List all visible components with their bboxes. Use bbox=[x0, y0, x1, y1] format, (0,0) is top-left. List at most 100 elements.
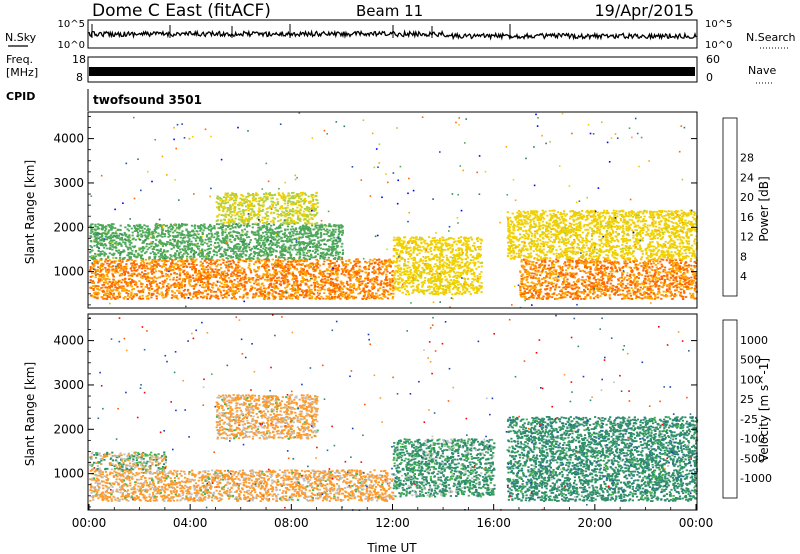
range-gate-cell bbox=[277, 264, 280, 266]
range-gate-cell bbox=[250, 285, 253, 288]
range-gate-cell bbox=[355, 288, 358, 290]
range-gate-cell bbox=[140, 235, 143, 238]
range-gate-cell bbox=[243, 245, 246, 248]
range-gate-cell bbox=[108, 285, 111, 288]
range-gate-cell bbox=[189, 266, 192, 269]
range-gate-cell bbox=[215, 296, 218, 299]
range-gate-cell bbox=[384, 279, 387, 281]
range-gate-cell bbox=[391, 274, 394, 277]
range-gate-cell bbox=[148, 263, 151, 266]
range-gate-cell bbox=[337, 269, 340, 272]
range-gate-cell bbox=[293, 289, 296, 292]
range-gate-cell bbox=[389, 284, 392, 287]
range-gate-cell bbox=[217, 227, 220, 229]
range-gate-cell bbox=[284, 207, 287, 210]
range-gate-cell bbox=[305, 252, 308, 255]
range-gate-cell bbox=[105, 290, 109, 292]
range-gate-cell bbox=[185, 229, 188, 232]
range-gate-cell bbox=[236, 277, 239, 280]
range-gate-cell bbox=[392, 287, 395, 290]
range-gate-cell bbox=[128, 243, 131, 246]
range-gate-cell bbox=[136, 286, 139, 288]
range-gate-cell bbox=[160, 228, 164, 231]
range-gate-cell bbox=[185, 255, 189, 258]
range-gate-cell bbox=[115, 247, 118, 249]
range-gate-cell bbox=[163, 281, 166, 284]
range-gate-cell bbox=[288, 264, 291, 267]
range-gate-cell bbox=[177, 260, 180, 263]
range-gate-cell bbox=[235, 269, 238, 271]
range-gate-cell bbox=[308, 258, 311, 261]
range-gate-cell bbox=[327, 269, 330, 271]
range-gate-cell bbox=[285, 273, 288, 275]
range-gate-cell bbox=[176, 265, 179, 267]
range-gate-cell bbox=[368, 292, 371, 294]
range-gate-cell bbox=[235, 291, 238, 294]
range-gate-cell bbox=[212, 249, 216, 252]
range-gate-cell bbox=[381, 293, 384, 295]
range-gate-cell bbox=[230, 216, 233, 218]
range-gate-cell bbox=[247, 220, 250, 223]
range-gate-cell bbox=[313, 234, 316, 237]
range-gate-cell bbox=[226, 257, 229, 260]
range-gate-cell bbox=[299, 208, 302, 211]
range-gate-cell bbox=[299, 212, 302, 215]
range-gate-cell bbox=[208, 240, 211, 243]
range-gate-cell bbox=[291, 264, 294, 266]
range-gate-cell bbox=[101, 224, 104, 227]
range-gate-cell bbox=[150, 285, 153, 288]
range-gate-cell bbox=[358, 269, 361, 272]
range-gate-cell bbox=[278, 193, 281, 196]
range-gate-cell bbox=[89, 276, 92, 278]
range-gate-cell bbox=[293, 281, 296, 283]
range-gate-cell bbox=[104, 268, 107, 271]
range-gate-cell bbox=[317, 240, 320, 243]
range-gate-cell bbox=[271, 293, 274, 295]
range-gate-cell bbox=[334, 248, 337, 250]
range-gate-cell bbox=[241, 272, 244, 275]
range-gate-cell bbox=[115, 241, 118, 243]
range-gate-cell bbox=[304, 242, 307, 244]
range-gate-cell bbox=[293, 247, 296, 249]
range-gate-cell bbox=[271, 294, 274, 296]
range-gate-cell bbox=[258, 242, 261, 244]
range-gate-cell bbox=[262, 247, 265, 250]
range-gate-cell bbox=[354, 296, 358, 299]
range-gate-cell bbox=[234, 226, 237, 228]
range-gate-cell bbox=[152, 259, 155, 261]
range-gate-cell bbox=[232, 252, 235, 255]
nsky-left-tick-bottom: 10^0 bbox=[58, 40, 85, 51]
range-gate-cell bbox=[300, 290, 303, 293]
range-gate-cell bbox=[115, 288, 118, 291]
range-gate-cell bbox=[224, 263, 227, 266]
range-gate-cell bbox=[382, 286, 385, 289]
range-gate-cell bbox=[479, 245, 482, 248]
range-gate-cell bbox=[124, 238, 127, 241]
range-gate-cell bbox=[265, 239, 268, 242]
range-gate-cell bbox=[300, 280, 303, 282]
range-gate-cell bbox=[270, 212, 273, 215]
range-gate-cell bbox=[201, 255, 204, 257]
range-gate-cell bbox=[138, 230, 141, 232]
range-gate-cell bbox=[255, 245, 258, 248]
range-gate-cell bbox=[296, 280, 299, 282]
range-gate-cell bbox=[156, 288, 159, 291]
range-gate-cell bbox=[93, 240, 96, 243]
range-gate-cell bbox=[215, 275, 218, 278]
range-gate-cell bbox=[317, 246, 320, 249]
range-gate-cell bbox=[253, 296, 256, 299]
range-gate-cell bbox=[227, 246, 230, 249]
range-gate-cell bbox=[326, 239, 329, 242]
range-gate-cell bbox=[245, 250, 248, 253]
range-gate-cell bbox=[222, 214, 225, 217]
range-gate-cell bbox=[195, 264, 198, 266]
range-gate-cell bbox=[106, 275, 109, 278]
range-gate-cell bbox=[254, 287, 257, 290]
range-gate-cell bbox=[90, 240, 93, 243]
range-gate-cell bbox=[188, 292, 192, 295]
range-gate-cell bbox=[256, 283, 259, 286]
range-gate-cell bbox=[89, 270, 92, 272]
range-gate-cell bbox=[250, 257, 253, 259]
range-gate-cell bbox=[324, 281, 327, 284]
range-gate-cell bbox=[104, 229, 107, 232]
